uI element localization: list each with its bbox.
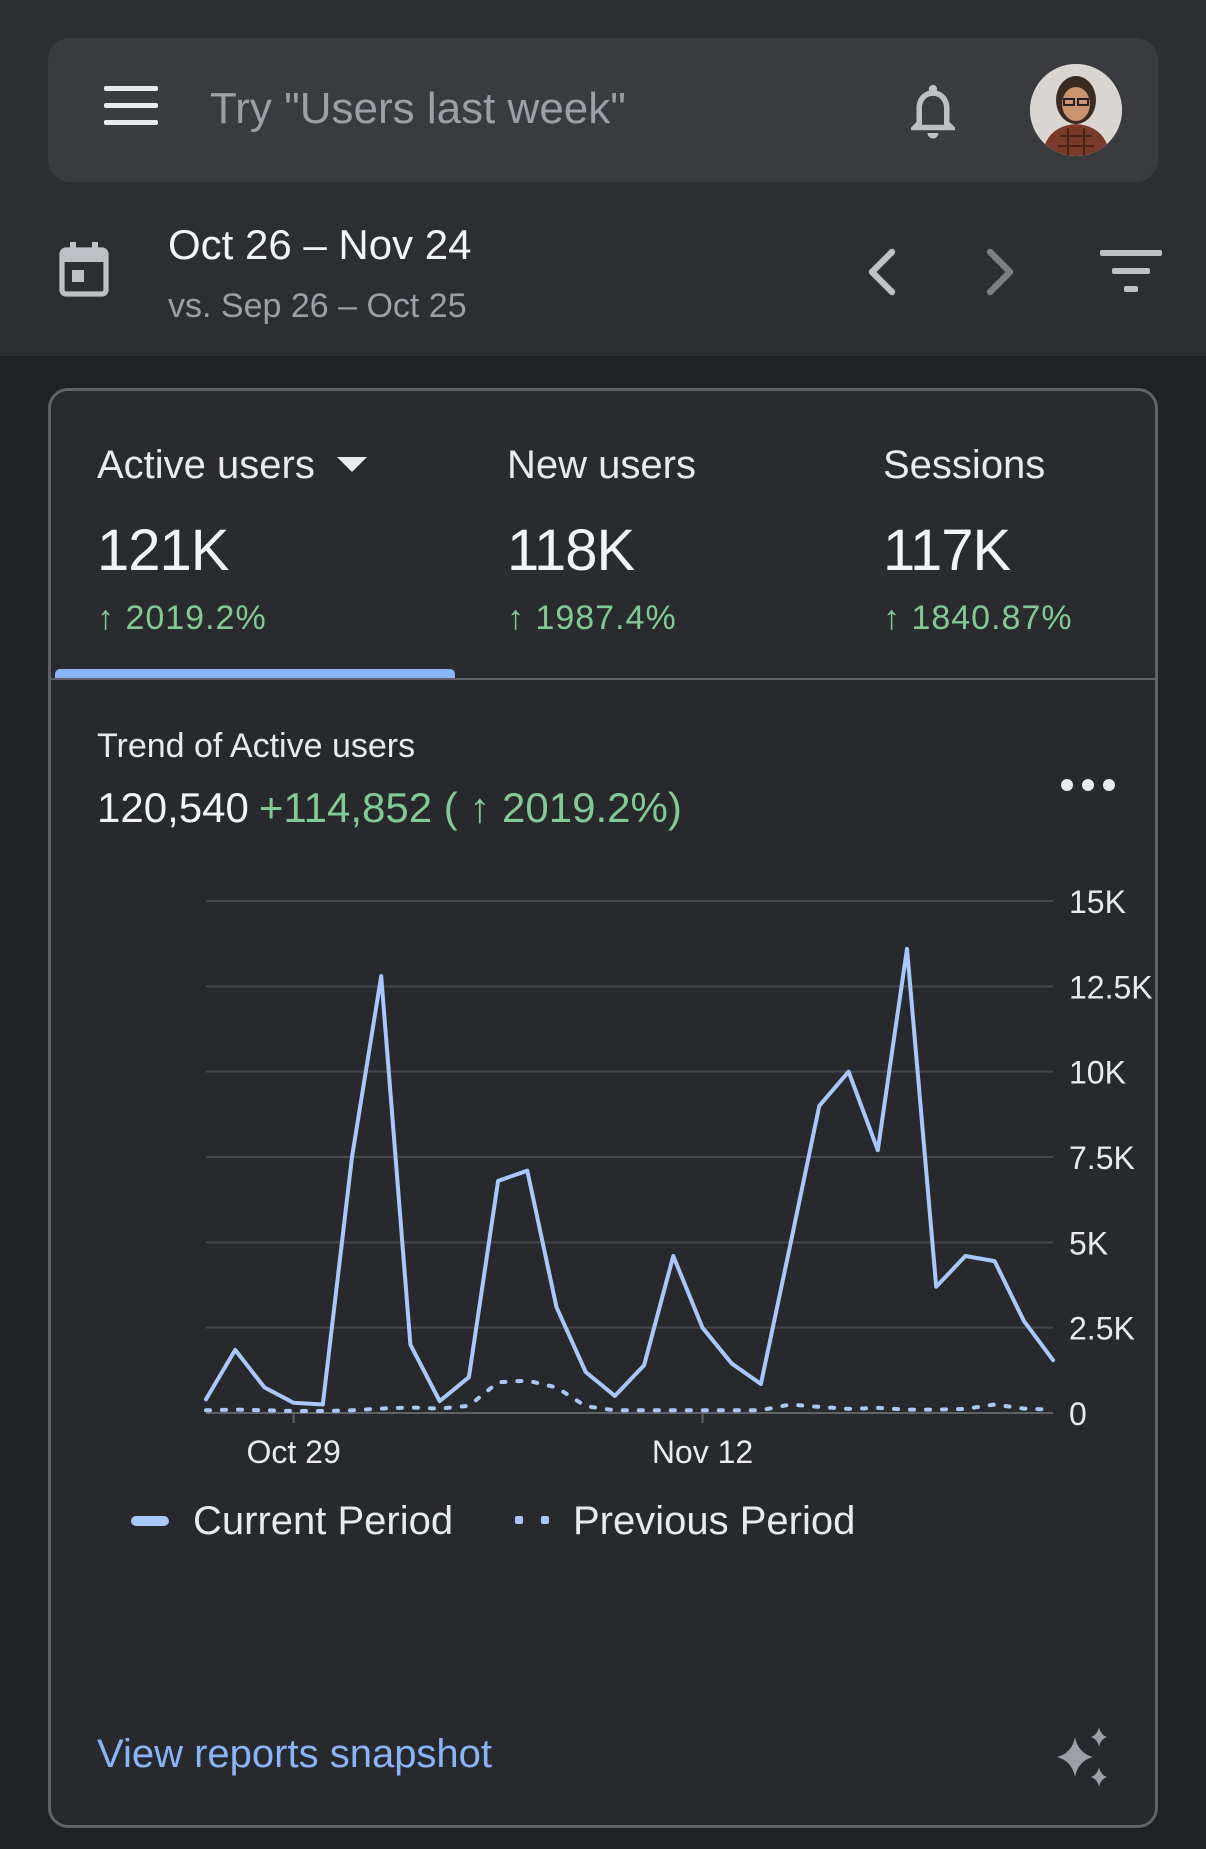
y-tick-label: 15K <box>1069 884 1126 920</box>
metric-value: 118K <box>507 518 635 583</box>
y-tick-label: 7.5K <box>1069 1140 1135 1176</box>
view-reports-snapshot-link[interactable]: View reports snapshot <box>97 1732 493 1776</box>
chevron-left-icon[interactable] <box>856 244 906 300</box>
trend-delta: +114,852 ( ↑ 2019.2%) <box>258 784 682 831</box>
trend-title: Trend of Active users <box>97 727 416 765</box>
x-tick-label: Oct 29 <box>246 1434 340 1470</box>
overview-card: Active users 121K ↑ 2019.2% New users 11… <box>48 388 1158 1828</box>
filter-icon[interactable] <box>1100 248 1162 294</box>
y-tick-label: 12.5K <box>1069 969 1153 1005</box>
trend-value: 120,540 <box>97 784 249 831</box>
divider <box>51 678 1155 680</box>
metric-label: Active users <box>97 443 315 487</box>
legend-item-current[interactable]: Current Period <box>131 1496 453 1546</box>
metric-tab-new-users[interactable]: New users 118K ↑ 1987.4% <box>507 439 696 639</box>
metric-label: New users <box>507 443 696 487</box>
top-app-bar: Try "Users last week" Oct 26 – Nov 24 vs… <box>0 0 1206 356</box>
metric-value: 121K <box>97 518 229 583</box>
x-tick-label: Nov 12 <box>652 1434 753 1470</box>
metric-value: 117K <box>883 518 1011 583</box>
legend-label: Previous Period <box>573 1499 856 1543</box>
y-tick-label: 0 <box>1069 1396 1087 1432</box>
metric-change: ↑ 2019.2% <box>97 599 267 637</box>
trend-chart: 0 2.5K 5K 7.5K 10K 12.5K 15K Oct 29 Nov 12 <box>204 884 1153 1470</box>
metric-change: ↑ 1840.87% <box>883 599 1073 637</box>
legend-item-previous[interactable]: Previous Period <box>515 1496 855 1546</box>
y-tick-label: 10K <box>1069 1055 1126 1091</box>
metric-tab-sessions[interactable]: Sessions 117K ↑ 1840.87% <box>883 439 1073 639</box>
search-input[interactable]: Try "Users last week" <box>210 84 626 133</box>
y-tick-label: 2.5K <box>1069 1311 1135 1347</box>
metric-change: ↑ 1987.4% <box>507 599 677 637</box>
menu-icon[interactable] <box>104 86 158 126</box>
chevron-right-icon[interactable] <box>976 244 1026 300</box>
legend-swatch-solid <box>131 1516 169 1526</box>
legend-swatch-dotted <box>515 1516 549 1526</box>
bell-icon[interactable] <box>900 78 966 144</box>
search-bar[interactable]: Try "Users last week" <box>48 38 1158 182</box>
series-line-previous-period <box>204 1378 1055 1413</box>
comparison-date-range: vs. Sep 26 – Oct 25 <box>168 287 467 325</box>
calendar-icon[interactable] <box>58 242 110 298</box>
trend-summary: 120,540 +114,852 ( ↑ 2019.2%) <box>97 783 682 833</box>
metric-label: Sessions <box>883 443 1046 487</box>
y-tick-label: 5K <box>1069 1225 1108 1261</box>
dropdown-caret-icon[interactable] <box>336 456 367 472</box>
legend-label: Current Period <box>193 1499 454 1543</box>
metric-tabs: Active users 121K ↑ 2019.2% New users 11… <box>51 391 1155 680</box>
metric-tab-active-users[interactable]: Active users 121K ↑ 2019.2% <box>97 439 367 639</box>
more-horiz-icon[interactable] <box>1061 771 1115 801</box>
avatar[interactable] <box>1030 64 1122 156</box>
sparkle-icon[interactable] <box>1053 1727 1113 1787</box>
series-line-current-period <box>204 946 1055 1407</box>
selected-tab-indicator <box>55 669 455 678</box>
date-range[interactable]: Oct 26 – Nov 24 <box>168 221 472 268</box>
